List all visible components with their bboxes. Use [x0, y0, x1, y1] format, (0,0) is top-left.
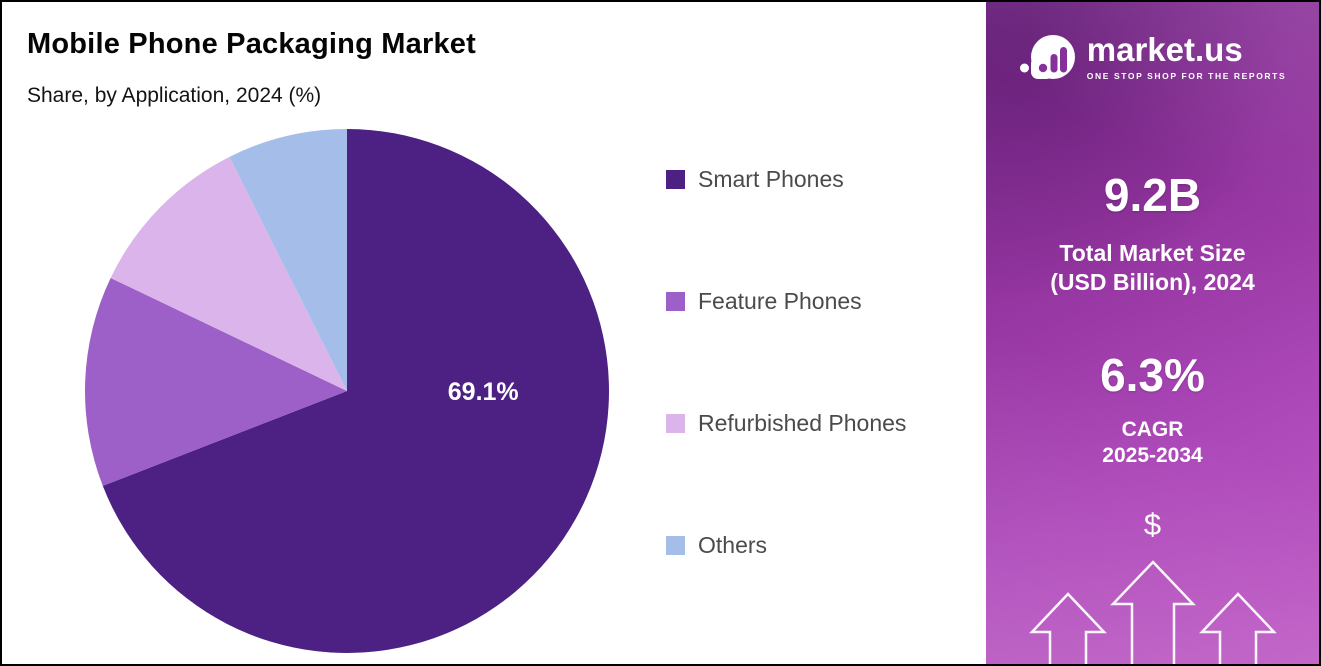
pie-chart: 69.1% — [85, 129, 609, 653]
stat-market-size: 9.2B Total Market Size (USD Billion), 20… — [986, 170, 1319, 297]
brand-text: market.us ONE STOP SHOP FOR THE REPORTS — [1087, 33, 1286, 81]
page-title: Mobile Phone Packaging Market — [27, 28, 476, 60]
legend-item-feature-phones: Feature Phones — [666, 288, 906, 314]
market-size-label: Total Market Size (USD Billion), 2024 — [986, 239, 1319, 298]
chart-subtitle: Share, by Application, 2024 (%) — [27, 84, 322, 107]
cagr-value: 6.3% — [1100, 349, 1205, 401]
legend-label: Smart Phones — [698, 165, 844, 192]
legend-label: Refurbished Phones — [698, 409, 907, 436]
legend-item-others: Others — [666, 532, 906, 558]
brand-name: market.us — [1086, 31, 1243, 68]
chart-legend: Smart Phones Feature Phones Refurbished … — [666, 166, 906, 558]
dollar-symbol: $ — [1143, 507, 1162, 542]
market-size-label-line1: Total Market Size — [1059, 239, 1246, 266]
pie-slice-others — [229, 129, 347, 391]
market-size-value: 9.2B — [1103, 169, 1202, 221]
market-size-label-line2: (USD Billion), 2024 — [1050, 269, 1255, 296]
brand-sidebar: market.us ONE STOP SHOP FOR THE REPORTS … — [986, 2, 1319, 664]
legend-item-refurbished-phones: Refurbished Phones — [666, 410, 906, 436]
brand-logo: market.us ONE STOP SHOP FOR THE REPORTS — [986, 28, 1319, 86]
legend-swatch-others — [666, 535, 685, 555]
brand-tagline: ONE STOP SHOP FOR THE REPORTS — [1086, 71, 1287, 81]
pie-slice-feature-phones — [85, 277, 348, 486]
legend-swatch-feature-phones — [666, 291, 685, 311]
pie-slice-refurbished-phones — [110, 156, 347, 391]
legend-label: Others — [698, 531, 768, 558]
legend-item-smart-phones: Smart Phones — [666, 166, 906, 192]
legend-label: Feature Phones — [698, 287, 862, 314]
cagr-label-line1: CAGR — [1121, 417, 1184, 441]
stat-cagr: 6.3% CAGR 2025-2034 — [986, 350, 1319, 470]
cagr-label: CAGR 2025-2034 — [986, 417, 1319, 471]
legend-swatch-refurbished-phones — [666, 413, 685, 433]
marketus-logo-icon — [1019, 35, 1075, 79]
pie-slice-smart-phones — [102, 129, 609, 653]
pie-data-label: 69.1% — [448, 378, 519, 406]
cagr-label-line2: 2025-2034 — [1102, 444, 1203, 468]
legend-swatch-smart-phones — [666, 169, 685, 189]
growth-arrows-icon — [1028, 560, 1277, 664]
